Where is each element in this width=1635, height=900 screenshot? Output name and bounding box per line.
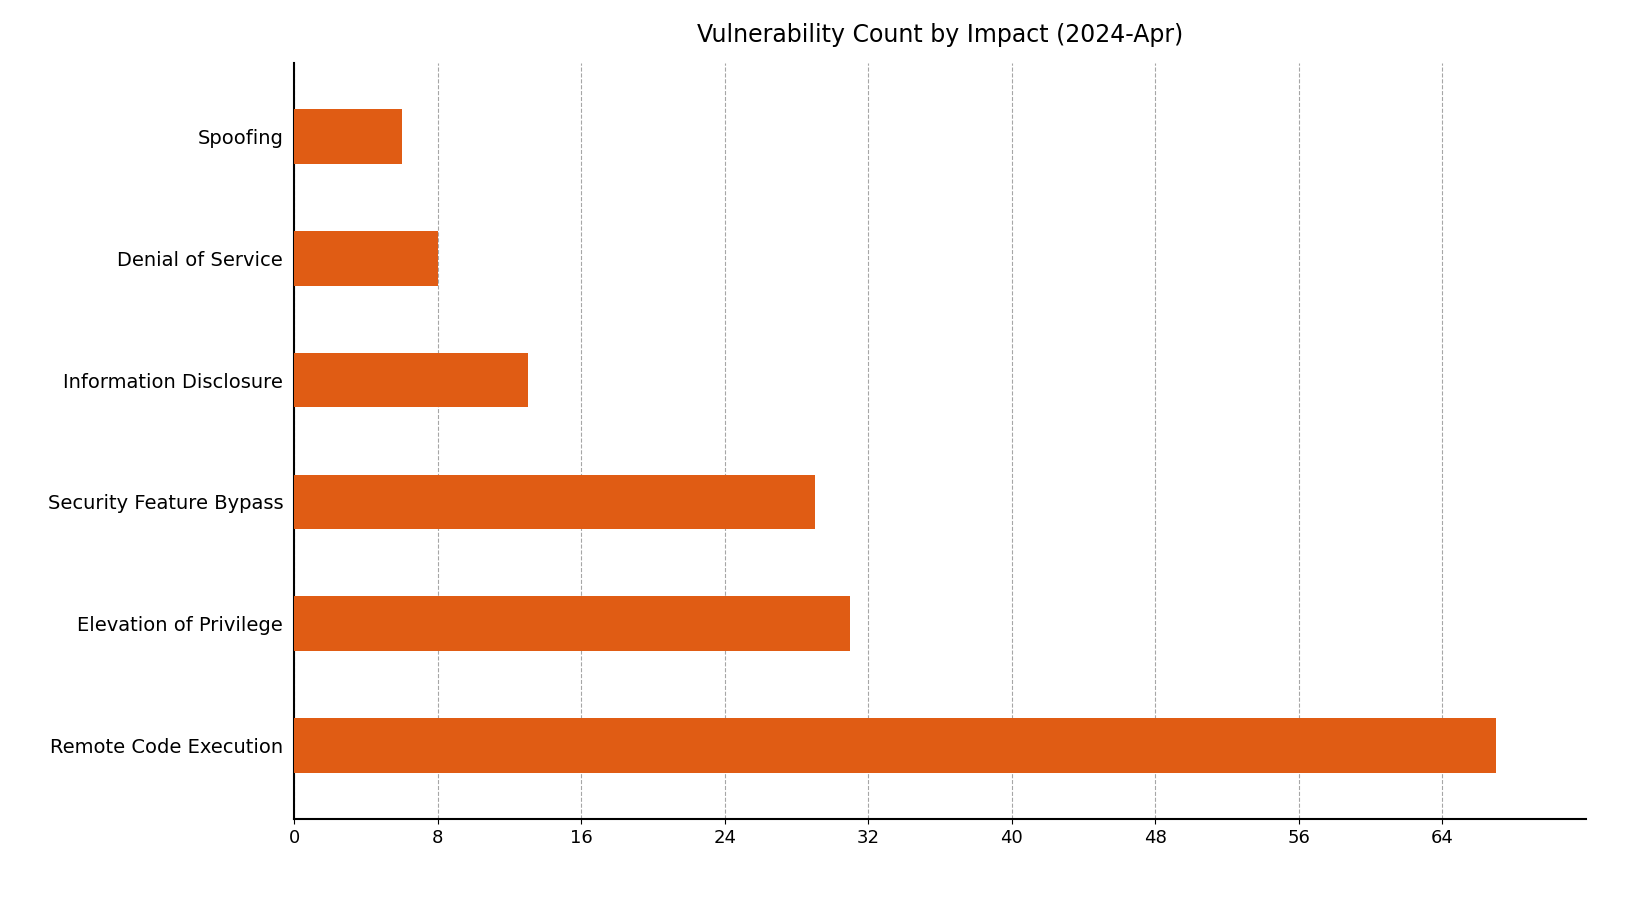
Title: Vulnerability Count by Impact (2024-Apr): Vulnerability Count by Impact (2024-Apr) — [697, 23, 1184, 47]
Bar — [294, 230, 438, 285]
Bar — [294, 597, 850, 652]
Bar — [294, 718, 1496, 773]
Bar — [294, 109, 402, 164]
Bar — [294, 474, 814, 529]
Bar — [294, 353, 528, 408]
